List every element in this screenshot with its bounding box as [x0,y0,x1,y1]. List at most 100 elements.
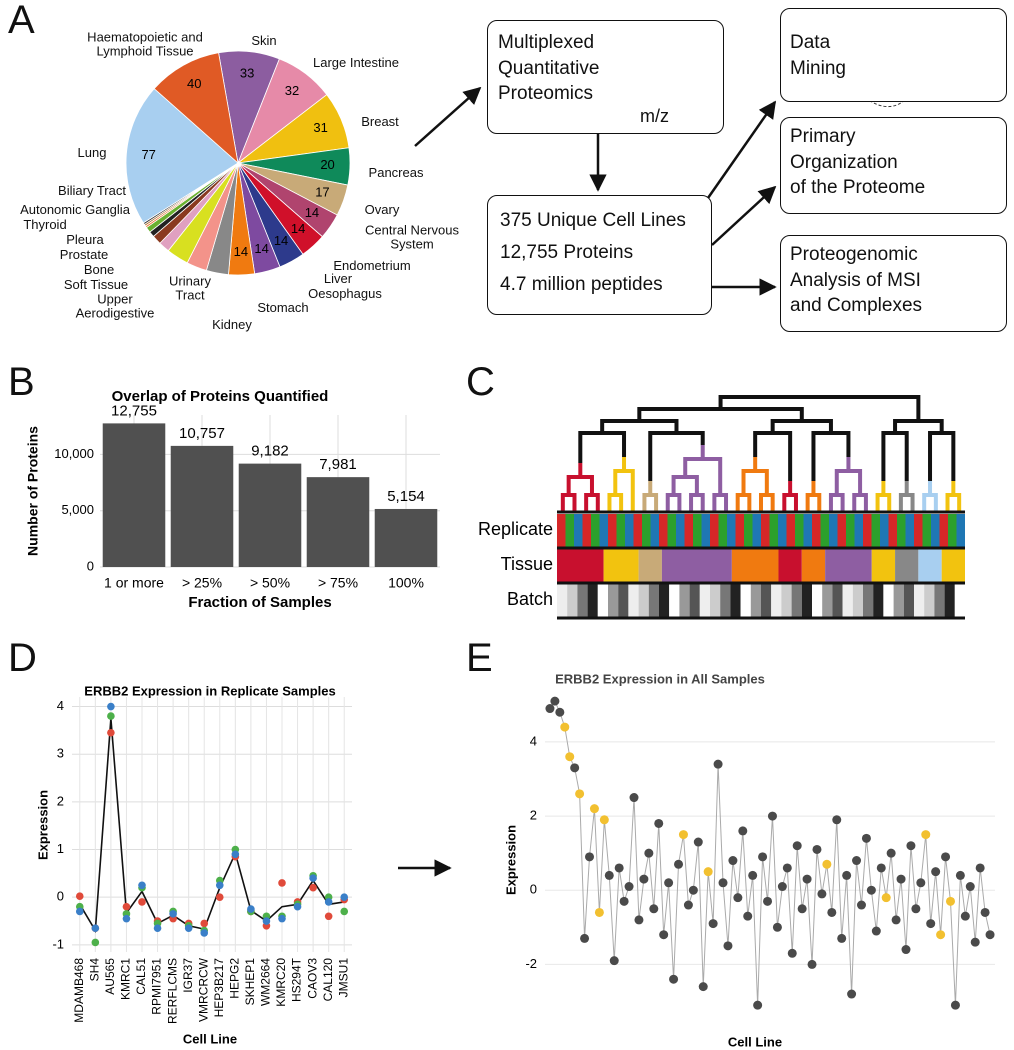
dendro-branch [782,493,798,512]
sample-point [936,930,946,940]
sample-point [950,1000,960,1010]
replicate-point [231,850,240,859]
replicate-cell [829,514,838,547]
sample-point [599,815,609,825]
sample-point [861,833,871,843]
replicate-point [138,881,146,890]
y-axis-label: Expression [503,825,518,895]
output-box [780,8,1007,102]
x-tick-label: KMRC20 [274,958,288,1007]
replicate-cell [905,514,914,547]
batch-cell [781,584,792,617]
y-axis-label: Expression [35,790,50,860]
summary-box [487,195,712,315]
dendro-branch [671,475,699,495]
value-label: 7,981 [319,456,357,473]
x-tick-label: CAL120 [321,958,335,1002]
sample-point [911,904,921,914]
replicate-point [340,893,349,901]
box-text: 375 Unique Cell Lines [500,210,686,231]
sample-point [585,852,595,862]
replicate-point [184,924,193,932]
slice-label: Kidney [212,316,252,332]
dendro-branch [560,493,577,512]
replicate-point [122,902,131,911]
replicate-cell [897,514,906,547]
sample-point [763,896,773,906]
slice-value: 14 [254,241,268,256]
y-tick-label: 0 [530,882,537,897]
replicate-point [107,702,115,711]
batch-cell [730,584,741,617]
x-tick-label: JMSU1 [336,958,350,998]
value-label: 10,757 [179,425,225,442]
row-label: Batch [507,589,553,609]
replicate-cell [752,514,761,547]
replicate-cell [948,514,957,547]
bar [170,445,234,567]
row-label: Tissue [501,554,553,574]
arrow [711,185,777,246]
slice-value: 14 [234,244,248,259]
sample-point [866,885,876,895]
replicate-cell [761,514,770,547]
replicate-point [200,919,209,928]
slice-label: Biliary Tract [58,182,126,198]
slice-value: 17 [315,184,329,199]
dendro-branch [735,493,752,512]
box-text: Primary Organization of the Proteome [790,126,926,199]
replicate-cell [676,514,685,547]
sample-point [748,870,758,880]
chart-title: Overlap of Proteins Quantified [112,388,329,405]
replicate-cell [820,514,829,547]
batch-cell [740,584,751,617]
dendro-branch [665,493,682,512]
batch-cell [812,584,823,617]
bar [374,508,438,567]
sample-point [856,900,866,910]
panel-letter: D [8,636,37,680]
sample-point [594,907,604,917]
sample-point [941,852,951,862]
dendro-branch [805,493,822,512]
slice-label: Breast [361,113,399,129]
sample-point [589,804,599,814]
replicate-point [278,879,286,887]
batch-cell [567,584,578,617]
panel-letter: E [466,636,493,680]
dendro-branch [712,493,729,512]
bar [102,423,166,567]
dendro-branch [753,431,793,481]
slice-label: Haematopoietic and Lymphoid Tissue [87,29,203,59]
batch-cell [934,584,945,617]
slice-label: Autonomic Ganglia [20,201,130,217]
replicate-point [309,874,317,882]
sample-point [901,945,911,955]
x-tick-label: AU565 [103,958,117,995]
sample-point [575,789,585,799]
slice-label: Pancreas [368,164,424,180]
sample-point [693,837,703,847]
y-tick-label: 4 [57,698,64,713]
slice-label: Urinary Tract [169,273,211,303]
replicate-point [247,905,255,913]
batch-cell [903,584,914,617]
replicate-cell [769,514,778,547]
value-label: 9,182 [251,443,289,460]
batch-cell [679,584,690,617]
replicate-point [138,898,146,906]
replicate-cell [795,514,804,547]
replicate-cell [582,514,591,547]
sample-point [570,763,580,773]
replicate-cell [922,514,931,547]
x-tick-label: > 75% [318,575,358,591]
replicate-point [153,924,162,932]
slice-label: Ovary [364,201,400,217]
sample-point [753,1000,763,1010]
replicate-cell [914,514,923,547]
sample-point [960,911,970,921]
sample-point [985,930,995,940]
batch-cell [791,584,802,617]
replicate-point [75,892,84,901]
sample-point [580,933,590,943]
